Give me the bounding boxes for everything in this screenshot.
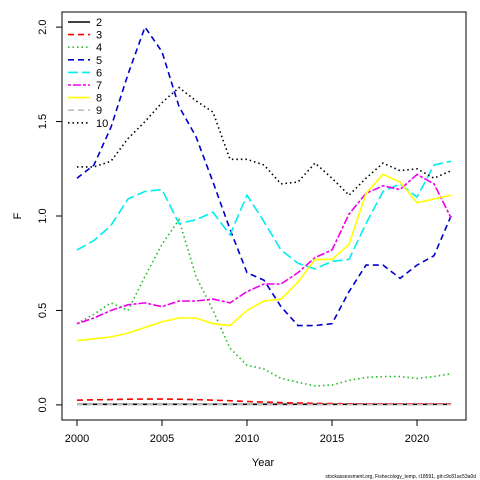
x-tick-label: 2005	[150, 433, 174, 445]
x-axis-label: Year	[252, 457, 275, 469]
plot-frame	[61, 11, 467, 421]
y-tick-label: 2.0	[37, 19, 49, 34]
legend-label: 10	[96, 118, 108, 130]
legend-label: 9	[96, 105, 102, 117]
legend-label: 6	[96, 67, 102, 79]
x-tick-label: 2000	[65, 433, 89, 445]
footnote: stockassessment.org, Fishecology_temp, r…	[325, 474, 476, 480]
series-line	[76, 173, 452, 325]
y-tick-label: 0.5	[37, 303, 49, 318]
legend-label: 4	[96, 42, 102, 54]
x-tick-label: 2010	[235, 433, 259, 445]
legend-label: 8	[96, 93, 102, 105]
y-tick-label: 1.5	[37, 114, 49, 129]
x-tick-label: 2015	[320, 433, 344, 445]
legend-label: 7	[96, 80, 102, 92]
y-tick-label: 0.0	[37, 397, 49, 412]
legend-label: 2	[96, 17, 102, 29]
legend-label: 3	[96, 30, 102, 42]
y-axis-label: F	[12, 212, 24, 219]
x-tick-label: 2020	[405, 433, 429, 445]
series-line	[76, 398, 452, 405]
series-line	[76, 217, 452, 387]
series-line	[76, 160, 452, 270]
series-line	[76, 25, 452, 327]
y-tick-label: 1.0	[37, 208, 49, 223]
series-line	[76, 173, 452, 342]
legend-label: 5	[96, 55, 102, 67]
